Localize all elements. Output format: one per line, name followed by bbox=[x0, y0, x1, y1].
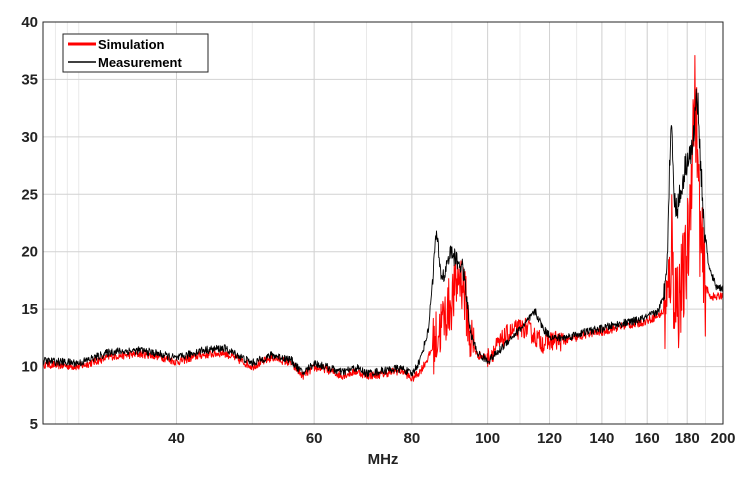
y-tick-label: 10 bbox=[21, 359, 38, 376]
x-tick-labels: 40 60 80 100 120 140 160 180 200 bbox=[168, 430, 735, 447]
legend: Simulation Measurement bbox=[62, 33, 209, 73]
x-tick-label: 200 bbox=[710, 430, 735, 447]
y-tick-labels: 5 10 15 20 25 30 35 40 bbox=[21, 14, 38, 433]
y-tick-label: 5 bbox=[30, 416, 38, 433]
y-tick-label: 15 bbox=[21, 301, 38, 318]
y-tick-label: 25 bbox=[21, 186, 38, 203]
x-tick-label: 80 bbox=[404, 430, 421, 447]
y-tick-label: 35 bbox=[21, 71, 38, 88]
series-line-measurement bbox=[42, 88, 724, 378]
x-axis-label: MHz bbox=[368, 451, 399, 468]
x-tick-label: 100 bbox=[475, 430, 500, 447]
y-tick-label: 20 bbox=[21, 244, 38, 261]
x-tick-label: 40 bbox=[168, 430, 185, 447]
x-tick-label: 60 bbox=[306, 430, 323, 447]
series-group bbox=[42, 55, 724, 382]
x-tick-label: 120 bbox=[537, 430, 562, 447]
x-tick-label: 160 bbox=[635, 430, 660, 447]
x-tick-label: 140 bbox=[589, 430, 614, 447]
plot-frame bbox=[42, 21, 724, 425]
series-line-simulation bbox=[42, 55, 724, 382]
legend-label-measurement: Measurement bbox=[98, 55, 182, 70]
y-tick-label: 30 bbox=[21, 129, 38, 146]
x-tick-label: 180 bbox=[675, 430, 700, 447]
legend-box bbox=[62, 33, 209, 73]
y-tick-label: 40 bbox=[21, 14, 38, 31]
legend-label-simulation: Simulation bbox=[98, 37, 165, 52]
